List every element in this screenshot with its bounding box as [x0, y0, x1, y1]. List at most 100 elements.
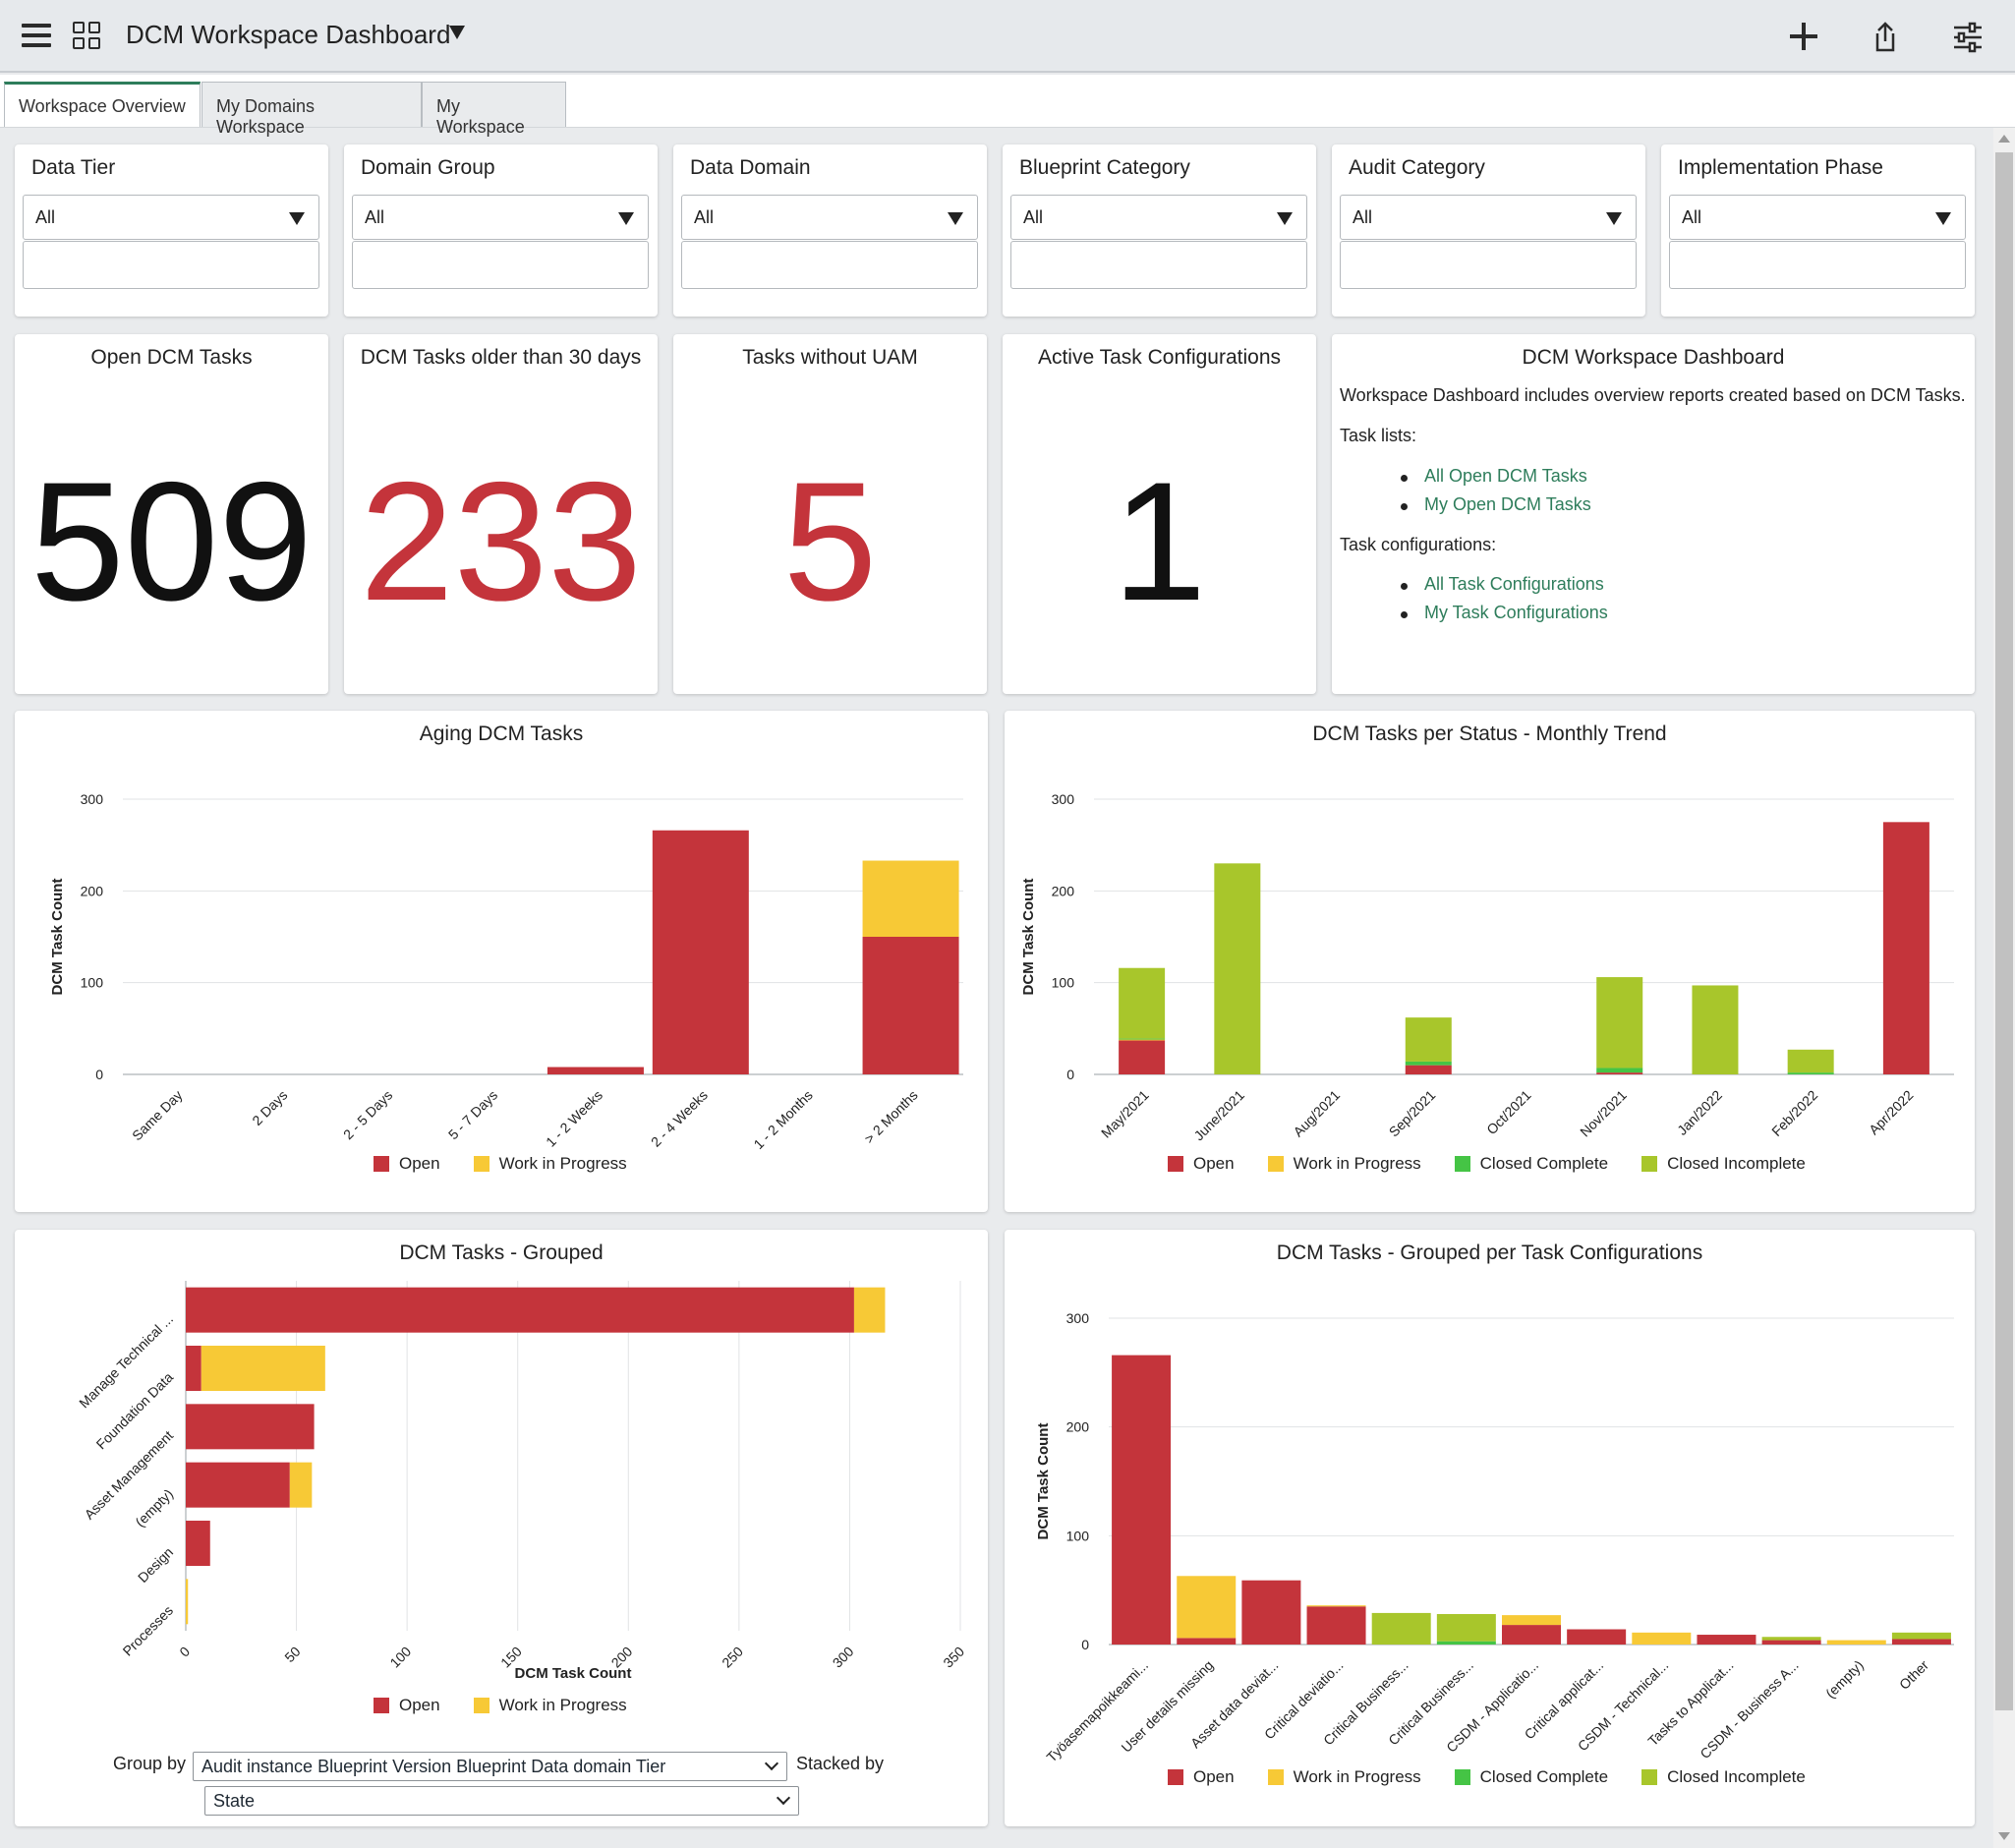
bar-segment[interactable]	[547, 1067, 644, 1074]
legend-item-wip[interactable]: Work in Progress	[473, 1696, 627, 1715]
legend-item-open[interactable]: Open	[1168, 1154, 1235, 1174]
legend-item-wip[interactable]: Work in Progress	[1267, 1154, 1421, 1174]
bar-segment[interactable]	[1119, 1039, 1166, 1041]
bar-segment[interactable]	[186, 1462, 290, 1508]
bar-segment[interactable]	[186, 1579, 189, 1625]
add-icon[interactable]	[1784, 18, 1823, 57]
bar-segment[interactable]	[186, 1521, 210, 1566]
scorecard-tasks-without-uam[interactable]: Tasks without UAM 5	[673, 334, 987, 694]
bar-segment[interactable]	[1306, 1605, 1366, 1607]
bar-segment[interactable]	[1567, 1629, 1627, 1645]
filter-select[interactable]: All	[23, 195, 319, 240]
filter-search-input[interactable]	[23, 241, 319, 289]
link-all-open-dcm-tasks[interactable]: All Open DCM Tasks	[1424, 466, 1587, 486]
legend-item-open[interactable]: Open	[374, 1696, 440, 1715]
bar-segment[interactable]	[186, 1404, 315, 1450]
scorecard-value[interactable]: 509	[30, 447, 313, 636]
chart-title: DCM Tasks - Grouped per Task Configurati…	[1276, 1242, 1703, 1264]
bar-segment[interactable]	[1112, 1355, 1172, 1645]
dashboard-switcher-caret-icon[interactable]	[449, 26, 465, 39]
bar-segment[interactable]	[652, 830, 749, 1074]
bar-segment[interactable]	[1882, 822, 1929, 1074]
bar-segment[interactable]	[1761, 1637, 1821, 1641]
bar-segment[interactable]	[186, 1346, 202, 1391]
tab-my-domains-workspace[interactable]: My Domains Workspace	[202, 82, 422, 137]
legend-item-closed-complete[interactable]: Closed Complete	[1454, 1767, 1608, 1787]
bar-segment[interactable]	[1371, 1612, 1431, 1645]
link-all-task-configurations[interactable]: All Task Configurations	[1424, 574, 1604, 594]
filter-select[interactable]: All	[1669, 195, 1966, 240]
legend-item-open[interactable]: Open	[1168, 1767, 1235, 1787]
group-by-select[interactable]: Audit instance Blueprint Version Bluepri…	[193, 1752, 787, 1781]
filter-settings-icon[interactable]	[1948, 18, 1987, 57]
bar-segment[interactable]	[1405, 1065, 1452, 1074]
filter-search-input[interactable]	[1010, 241, 1307, 289]
bar-segment[interactable]	[1502, 1625, 1561, 1645]
bar-segment[interactable]	[1697, 1635, 1756, 1645]
bar-segment[interactable]	[1632, 1632, 1692, 1645]
chart-title: DCM Tasks per Status - Monthly Trend	[1312, 722, 1667, 745]
filter-select[interactable]: All	[352, 195, 649, 240]
filter-search-input[interactable]	[1669, 241, 1966, 289]
bar-segment[interactable]	[186, 1287, 854, 1333]
scorecard-value[interactable]: 1	[1112, 447, 1207, 636]
filter-select[interactable]: All	[1010, 195, 1307, 240]
bar-segment[interactable]	[1596, 1068, 1643, 1073]
dashboard-grid-icon[interactable]	[73, 22, 102, 51]
scorecard-open-dcm-tasks[interactable]: Open DCM Tasks 509	[15, 334, 328, 694]
tab-my-workspace[interactable]: My Workspace	[422, 82, 566, 137]
bar-segment[interactable]	[853, 1287, 886, 1333]
bar-segment[interactable]	[1177, 1576, 1237, 1639]
bar-segment[interactable]	[1891, 1632, 1951, 1640]
scroll-up-arrow-icon[interactable]	[1998, 135, 2010, 143]
bar-segment[interactable]	[1405, 1017, 1452, 1062]
hamburger-menu-icon[interactable]	[22, 24, 51, 47]
bar-segment[interactable]	[1596, 1072, 1643, 1074]
bar-segment[interactable]	[862, 937, 959, 1074]
scorecard-value[interactable]: 233	[360, 447, 642, 636]
legend-item-wip[interactable]: Work in Progress	[1267, 1767, 1421, 1787]
filter-select[interactable]: All	[681, 195, 978, 240]
filter-search-input[interactable]	[681, 241, 978, 289]
link-my-open-dcm-tasks[interactable]: My Open DCM Tasks	[1424, 494, 1591, 514]
scrollbar-thumb[interactable]	[1995, 152, 2013, 1710]
scroll-down-arrow-icon[interactable]	[1998, 1832, 2010, 1840]
bar-segment[interactable]	[1405, 1061, 1452, 1066]
bar-segment[interactable]	[1891, 1639, 1951, 1645]
bar-segment[interactable]	[1177, 1638, 1237, 1645]
bar-segment[interactable]	[862, 860, 959, 937]
filter-select[interactable]: All	[1340, 195, 1637, 240]
scorecard-tasks-older-30-days[interactable]: DCM Tasks older than 30 days 233	[344, 334, 658, 694]
stacked-by-select[interactable]: State	[204, 1786, 799, 1816]
bar-segment[interactable]	[1502, 1615, 1561, 1626]
legend-item-closed-complete[interactable]: Closed Complete	[1454, 1154, 1608, 1174]
bar-segment[interactable]	[1119, 1038, 1166, 1040]
bar-segment[interactable]	[1214, 863, 1261, 1074]
bar-segment[interactable]	[1241, 1580, 1301, 1645]
bar-segment[interactable]	[1596, 977, 1643, 1068]
bar-segment[interactable]	[1436, 1641, 1496, 1645]
legend-item-closed-incomplete[interactable]: Closed Incomplete	[1641, 1767, 1806, 1787]
bar-segment[interactable]	[1306, 1606, 1366, 1645]
legend-item-wip[interactable]: Work in Progress	[473, 1154, 627, 1174]
scorecard-value[interactable]: 5	[782, 447, 878, 636]
bar-segment[interactable]	[1787, 1072, 1834, 1074]
scorecard-active-task-configurations[interactable]: Active Task Configurations 1	[1003, 334, 1316, 694]
filter-search-input[interactable]	[1340, 241, 1637, 289]
legend-item-open[interactable]: Open	[374, 1154, 440, 1174]
share-icon[interactable]	[1866, 18, 1905, 57]
filter-search-input[interactable]	[352, 241, 649, 289]
bar-segment[interactable]	[1826, 1640, 1886, 1645]
bar-segment[interactable]	[1787, 1049, 1834, 1073]
bar-segment[interactable]	[1119, 967, 1166, 1039]
bar-segment[interactable]	[289, 1462, 313, 1508]
bar-segment[interactable]	[1119, 1040, 1166, 1074]
y-tick-label: 300	[1052, 791, 1075, 807]
link-my-task-configurations[interactable]: My Task Configurations	[1424, 603, 1608, 622]
bar-segment[interactable]	[1692, 985, 1739, 1074]
legend-item-closed-incomplete[interactable]: Closed Incomplete	[1641, 1154, 1806, 1174]
bar-segment[interactable]	[1761, 1640, 1821, 1645]
tab-workspace-overview[interactable]: Workspace Overview	[4, 82, 201, 127]
bar-segment[interactable]	[201, 1346, 325, 1391]
bar-segment[interactable]	[1436, 1614, 1496, 1642]
